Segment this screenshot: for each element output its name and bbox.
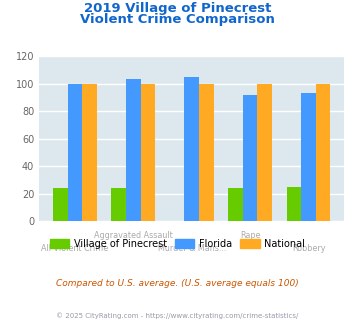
Bar: [199, 83, 214, 221]
Bar: [67, 83, 82, 221]
Bar: [82, 83, 97, 221]
Bar: [301, 93, 316, 221]
Text: Compared to U.S. average. (U.S. average equals 100): Compared to U.S. average. (U.S. average …: [56, 279, 299, 288]
Bar: [53, 188, 67, 221]
Text: Murder & Mans...: Murder & Mans...: [158, 244, 226, 253]
Bar: [111, 188, 126, 221]
Text: Robbery: Robbery: [292, 244, 325, 253]
Bar: [316, 83, 331, 221]
Bar: [243, 95, 257, 221]
Bar: [141, 83, 155, 221]
Text: 2019 Village of Pinecrest: 2019 Village of Pinecrest: [84, 2, 271, 15]
Bar: [228, 188, 243, 221]
Bar: [184, 77, 199, 221]
Bar: [126, 80, 141, 221]
Text: © 2025 CityRating.com - https://www.cityrating.com/crime-statistics/: © 2025 CityRating.com - https://www.city…: [56, 312, 299, 318]
Text: All Violent Crime: All Violent Crime: [41, 244, 109, 253]
Text: Aggravated Assault: Aggravated Assault: [94, 231, 173, 240]
Legend: Village of Pinecrest, Florida, National: Village of Pinecrest, Florida, National: [46, 235, 309, 252]
Bar: [257, 83, 272, 221]
Text: Rape: Rape: [240, 231, 260, 240]
Bar: [286, 187, 301, 221]
Text: Violent Crime Comparison: Violent Crime Comparison: [80, 13, 275, 26]
